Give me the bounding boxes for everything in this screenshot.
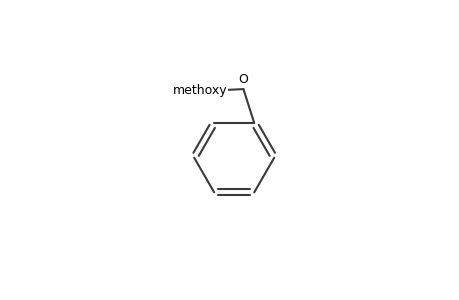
Text: O: O (238, 74, 248, 86)
Text: methoxy: methoxy (173, 84, 227, 97)
